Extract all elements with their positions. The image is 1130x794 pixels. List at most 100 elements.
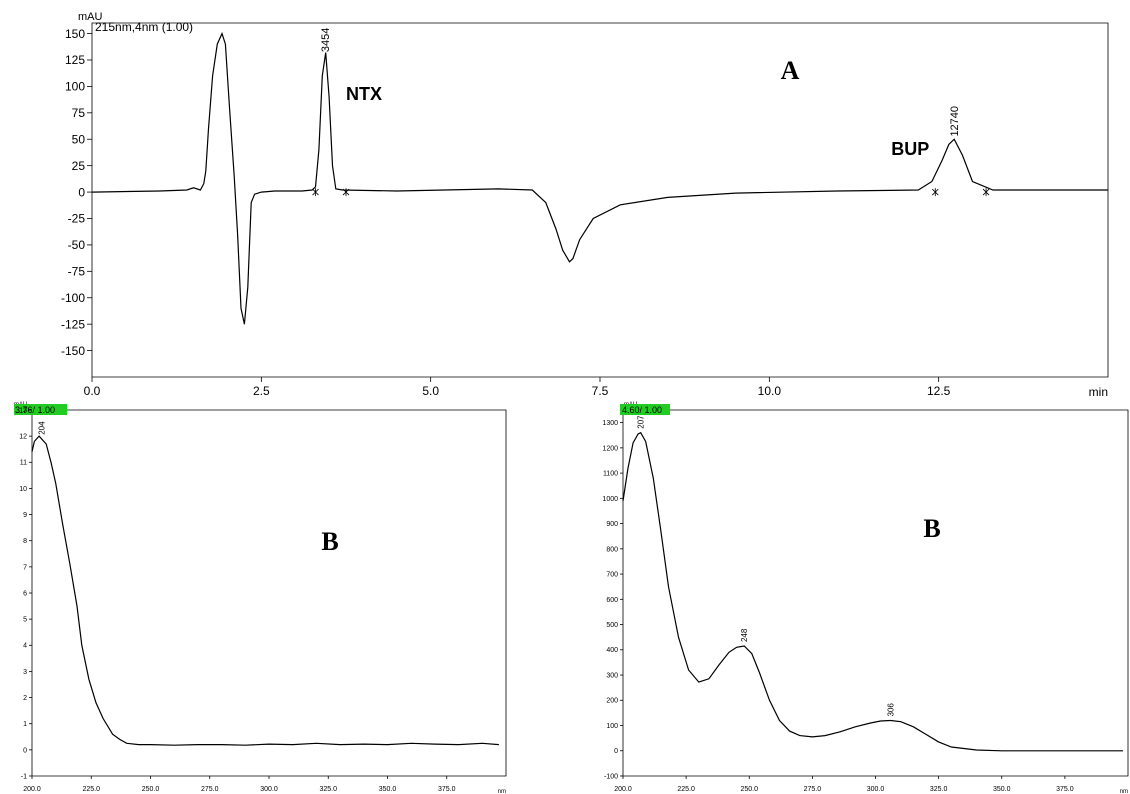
axis-ticks: 1300120011001000900800700600500400300200… — [602, 420, 1073, 793]
y-tick-label: 700 — [606, 572, 618, 579]
integration-marker — [342, 188, 350, 197]
y-tick-label: 6 — [23, 590, 27, 597]
y-tick-label: 1300 — [602, 420, 618, 427]
badge-text: 4.60/ 1.00 — [622, 405, 662, 415]
y-tick-label: 800 — [606, 546, 618, 553]
x-tick-label: 0.0 — [84, 384, 101, 398]
y-tick-label: -50 — [68, 238, 86, 252]
x-tick-label: 2.5 — [253, 384, 270, 398]
badge-background — [620, 404, 670, 415]
x-axis-label: min — [1089, 385, 1108, 399]
integration-marker — [982, 188, 990, 197]
x-tick-label: 325.0 — [319, 786, 337, 793]
peak-annotations: 207 248 306 — [637, 415, 896, 717]
y-tick-label: 2 — [23, 695, 27, 702]
x-tick-label: 300.0 — [260, 786, 278, 793]
y-tick-label: 1000 — [602, 496, 618, 503]
x-tick-label: 10.0 — [758, 384, 782, 398]
panel-label: A — [781, 56, 800, 85]
y-tick-label: 9 — [23, 512, 27, 519]
spectrum-trace — [31, 435, 499, 746]
integration-marker — [312, 188, 319, 197]
plot-frame — [91, 22, 1109, 378]
x-axis-label: nm — [1120, 789, 1128, 794]
y-tick-label: -25 — [68, 212, 86, 226]
y-tick-label: 900 — [606, 521, 618, 528]
y-tick-label: 100 — [65, 80, 85, 94]
x-tick-label: 350.0 — [993, 786, 1011, 793]
spectrum-trace — [622, 431, 1123, 752]
y-tick-label: 300 — [606, 672, 618, 679]
channel-label: 215nm,4nm (1.00) — [95, 20, 193, 34]
y-tick-label: 150 — [65, 27, 85, 41]
y-tick-label: 11 — [20, 460, 27, 467]
y-tick-label: 75 — [72, 106, 86, 120]
chromatogram-panel-a: mAU 215nm,4nm (1.00) min A 150 125 100 75 50… — [61, 11, 1109, 399]
y-tick-label: 400 — [606, 647, 618, 654]
x-tick-label: 12.5 — [927, 384, 951, 398]
plot-frame — [622, 409, 1129, 777]
y-tick-label: 100 — [606, 723, 618, 730]
y-tick-label: 0 — [23, 747, 27, 754]
x-tick-label: 250.0 — [142, 786, 160, 793]
y-tick-label: 1200 — [602, 445, 618, 452]
y-tick-label: 50 — [72, 132, 86, 146]
x-tick-label: 5.0 — [422, 384, 439, 398]
spectrum-panel-b-left: mAU 3.76/ 1.00 nm B 131211109876543210-1… — [14, 402, 507, 794]
y-axis-label: mAU — [78, 11, 103, 23]
x-tick-label: 225.0 — [677, 786, 695, 793]
spectrum-panel-b-right: mAU 4.60/ 1.00 nm B 13001200110010009008… — [602, 402, 1129, 794]
badge-background — [14, 404, 67, 415]
integration-marker — [931, 188, 939, 197]
y-tick-label: 0 — [78, 185, 85, 199]
y-tick-label: 125 — [65, 53, 85, 67]
peak-label: 12740 — [949, 106, 961, 137]
x-tick-label: 250.0 — [740, 786, 758, 793]
y-tick-label: 25 — [72, 159, 86, 173]
peak-annotations: 3454 12740 NTX BUP — [312, 28, 990, 197]
x-axis-label: nm — [498, 789, 506, 794]
y-tick-label: 10 — [19, 486, 27, 493]
y-tick-label: -100 — [604, 773, 618, 780]
peak-label: 306 — [887, 703, 896, 717]
x-tick-label: 275.0 — [804, 786, 822, 793]
x-tick-label: 275.0 — [201, 786, 219, 793]
y-tick-label: 1100 — [603, 471, 618, 478]
compound-label: BUP — [891, 139, 929, 159]
y-tick-label: -150 — [61, 344, 85, 358]
y-tick-label: 12 — [19, 434, 27, 441]
y-tick-label: 1 — [23, 721, 27, 728]
y-tick-label: 200 — [606, 698, 618, 705]
axis-ticks: 150 125 100 75 50 25 0 -25 -50 -75 -100 -125 -150 0.0… — [61, 27, 951, 398]
x-tick-label: 200.0 — [614, 786, 632, 793]
y-tick-label: 0 — [614, 748, 618, 755]
x-tick-label: 200.0 — [23, 786, 41, 793]
peak-label: 204 — [37, 421, 46, 435]
y-tick-label: 600 — [606, 597, 618, 604]
chromatogram-trace — [91, 31, 1108, 325]
y-tick-label: -1 — [21, 773, 27, 780]
y-tick-label: -100 — [61, 291, 85, 305]
y-tick-label: 4 — [23, 643, 27, 650]
panel-label: B — [923, 514, 940, 543]
peak-label: 248 — [740, 628, 749, 642]
badge-text: 3.76/ 1.00 — [15, 405, 55, 415]
y-tick-label: 500 — [606, 622, 618, 629]
peak-annotations: 204 — [37, 421, 46, 435]
peak-label: 3454 — [320, 28, 332, 52]
plot-frame — [31, 409, 507, 777]
x-tick-label: 300.0 — [867, 786, 885, 793]
peak-label: 207 — [637, 415, 646, 429]
panel-label: B — [321, 527, 338, 556]
compound-label: NTX — [346, 84, 382, 104]
x-tick-label: 375.0 — [1056, 786, 1074, 793]
y-tick-label: -125 — [61, 317, 85, 331]
x-tick-label: 325.0 — [930, 786, 948, 793]
y-tick-label: 13 — [19, 407, 27, 414]
x-tick-label: 225.0 — [82, 786, 100, 793]
y-tick-label: 7 — [23, 564, 27, 571]
x-tick-label: 375.0 — [438, 786, 456, 793]
y-tick-label: -75 — [68, 265, 86, 279]
